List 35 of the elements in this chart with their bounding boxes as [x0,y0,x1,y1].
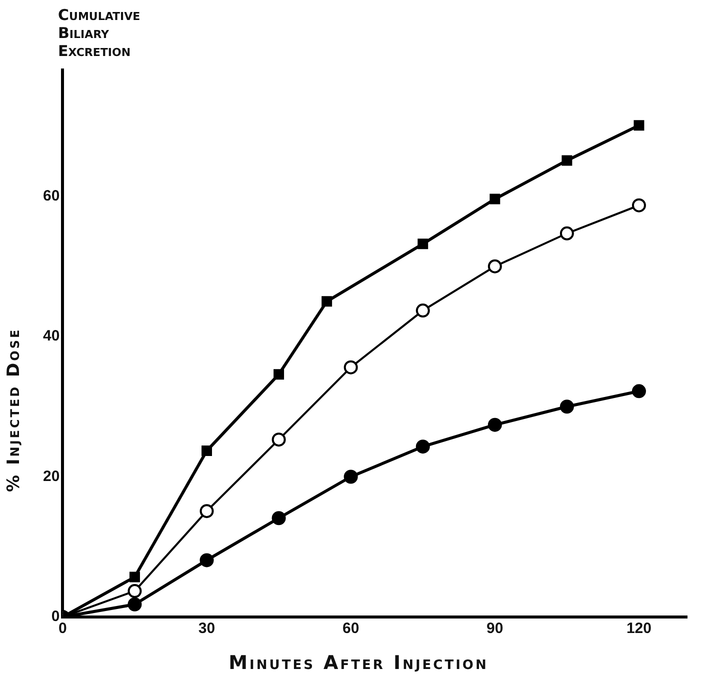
point [200,504,214,518]
x-tick-label: 120 [626,620,652,638]
point [128,584,142,598]
point [272,511,286,526]
point [129,572,140,582]
point [416,304,430,318]
point [488,259,502,274]
point [344,470,358,484]
point [560,226,574,240]
point [200,553,214,568]
y-tick-label: 60 [42,187,60,204]
x-tick-label: 30 [198,620,216,638]
y-tick-label: 20 [42,468,60,485]
point [562,155,572,166]
x-tick-label: 60 [342,620,360,638]
point [488,418,502,432]
point [632,198,646,212]
point [202,446,212,456]
y-tick-label: 40 [42,328,60,345]
point [418,238,428,250]
point [344,360,358,374]
point [632,384,646,398]
point [490,194,500,204]
chart-title: Cumulative Biliary Excretion [58,6,142,60]
point [128,597,142,612]
point [634,120,644,131]
point [272,432,286,447]
point [416,440,430,454]
x-axis-title: Minutes After Injection [228,652,490,674]
point [274,369,284,380]
x-tick-label: 90 [486,620,504,638]
y-tick-label: 0 [51,608,60,626]
point [322,296,332,307]
point [560,400,574,414]
y-axis-title: % Injected Dose [4,326,25,494]
